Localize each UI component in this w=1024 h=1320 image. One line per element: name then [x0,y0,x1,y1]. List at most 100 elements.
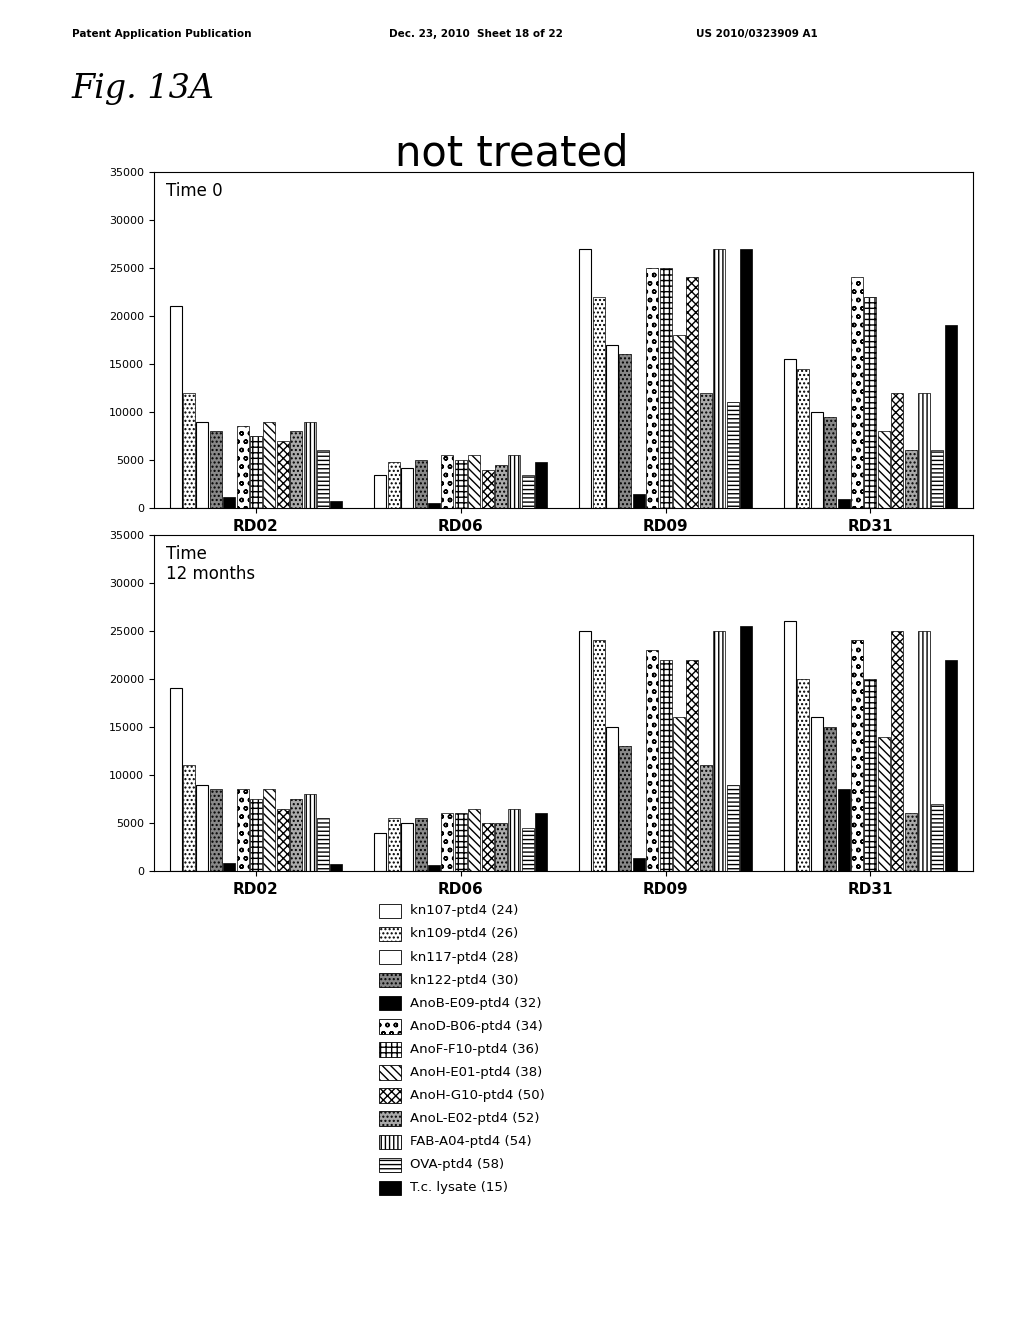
Bar [932,450,943,508]
Bar [727,403,738,508]
Bar [699,766,712,871]
Bar [263,421,275,508]
Text: Time
12 months: Time 12 months [166,545,255,583]
Bar [878,432,890,508]
Bar [303,421,315,508]
Bar [170,306,181,508]
Text: kn122-ptd4 (30): kn122-ptd4 (30) [410,974,518,986]
Bar [945,326,956,508]
Bar [593,297,604,508]
Bar [918,393,930,508]
Bar [727,784,738,871]
Bar [904,813,916,871]
Text: kn117-ptd4 (28): kn117-ptd4 (28) [410,950,518,964]
Text: OVA-ptd4 (58): OVA-ptd4 (58) [410,1159,504,1171]
Bar [428,503,440,508]
Bar [223,496,236,508]
Text: not treated: not treated [395,132,629,174]
Text: T.c. lysate (15): T.c. lysate (15) [410,1181,508,1195]
Bar [290,432,302,508]
Bar [170,689,181,871]
Bar [838,789,850,871]
Bar [620,746,632,871]
Bar [580,631,591,871]
Bar [415,818,427,871]
Bar [317,450,329,508]
Bar [646,649,658,871]
Text: FAB-A04-ptd4 (54): FAB-A04-ptd4 (54) [410,1135,531,1148]
Bar [495,824,507,871]
Bar [455,813,467,871]
Bar [303,795,315,871]
Bar [223,862,236,871]
Bar [633,494,645,508]
Bar [620,354,632,508]
Bar [811,412,823,508]
Bar [441,813,454,871]
Bar [331,500,342,508]
Bar [468,455,480,508]
Bar [891,393,903,508]
Text: Patent Application Publication: Patent Application Publication [72,29,251,40]
Text: AnoL-E02-ptd4 (52): AnoL-E02-ptd4 (52) [410,1113,539,1125]
Bar [864,678,877,871]
Text: AnoB-E09-ptd4 (32): AnoB-E09-ptd4 (32) [410,997,541,1010]
Text: AnoH-G10-ptd4 (50): AnoH-G10-ptd4 (50) [410,1089,545,1102]
Bar [646,268,658,508]
Bar [401,824,414,871]
Bar [851,277,863,508]
Bar [468,809,480,871]
Bar [606,345,618,508]
Bar [945,660,956,871]
Bar [633,858,645,871]
Bar [388,818,399,871]
Bar [276,441,289,508]
Bar [673,335,685,508]
Bar [699,393,712,508]
Text: AnoH-E01-ptd4 (38): AnoH-E01-ptd4 (38) [410,1067,542,1078]
Text: Time 0: Time 0 [166,182,222,199]
Bar [784,359,796,508]
Bar [686,660,698,871]
Bar [375,833,386,871]
Bar [263,789,275,871]
Bar [811,717,823,871]
Bar [522,828,534,871]
Text: kn109-ptd4 (26): kn109-ptd4 (26) [410,928,518,940]
Bar [276,809,289,871]
Bar [713,631,725,871]
Bar [536,462,547,508]
Text: US 2010/0323909 A1: US 2010/0323909 A1 [696,29,818,40]
Bar [713,248,725,508]
Bar [536,813,547,871]
Bar [237,789,249,871]
Bar [878,737,890,871]
Bar [250,436,262,508]
Bar [891,631,903,871]
Bar [495,465,507,508]
Bar [508,455,520,508]
Bar [798,368,809,508]
Bar [580,248,591,508]
Text: kn107-ptd4 (24): kn107-ptd4 (24) [410,904,518,917]
Bar [824,417,837,508]
Bar [606,727,618,871]
Bar [508,809,520,871]
Bar [428,866,440,871]
Bar [210,432,222,508]
Bar [918,631,930,871]
Bar [686,277,698,508]
Bar [197,784,209,871]
Bar [740,248,752,508]
Bar [250,799,262,871]
Bar [237,426,249,508]
Bar [183,766,195,871]
Bar [375,475,386,508]
Bar [673,717,685,871]
Bar [838,499,850,508]
Bar [210,789,222,871]
Bar [197,421,209,508]
Text: AnoF-F10-ptd4 (36): AnoF-F10-ptd4 (36) [410,1043,539,1056]
Bar [851,640,863,871]
Bar [481,470,494,508]
